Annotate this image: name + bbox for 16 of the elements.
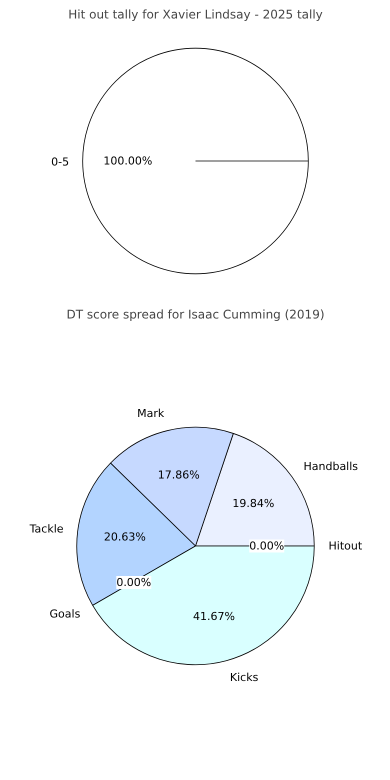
- data-label: 41.67%: [192, 610, 235, 623]
- slice-label: Kicks: [230, 671, 259, 684]
- text: 0.00%: [249, 540, 284, 552]
- chart-title: Hit out tally for Xavier Lindsay - 2025 tally: [68, 8, 323, 22]
- slice-label: Mark: [137, 407, 165, 420]
- slice-label: Handballs: [303, 460, 358, 474]
- chart-title: DT score spread for Isaac Cumming (2019): [66, 308, 325, 322]
- category-label: Hitout: [328, 540, 362, 552]
- slice-label: 0-5: [51, 156, 70, 168]
- data-label: 17.86%: [158, 468, 200, 482]
- data-label: 19.84%: [232, 496, 274, 510]
- data-label: 100.00%: [103, 154, 152, 168]
- slice-label: Tackle: [28, 522, 64, 536]
- data-label: 20.63%: [104, 530, 146, 544]
- category-label: Goals: [50, 608, 80, 621]
- text: 0.00%: [116, 576, 152, 589]
